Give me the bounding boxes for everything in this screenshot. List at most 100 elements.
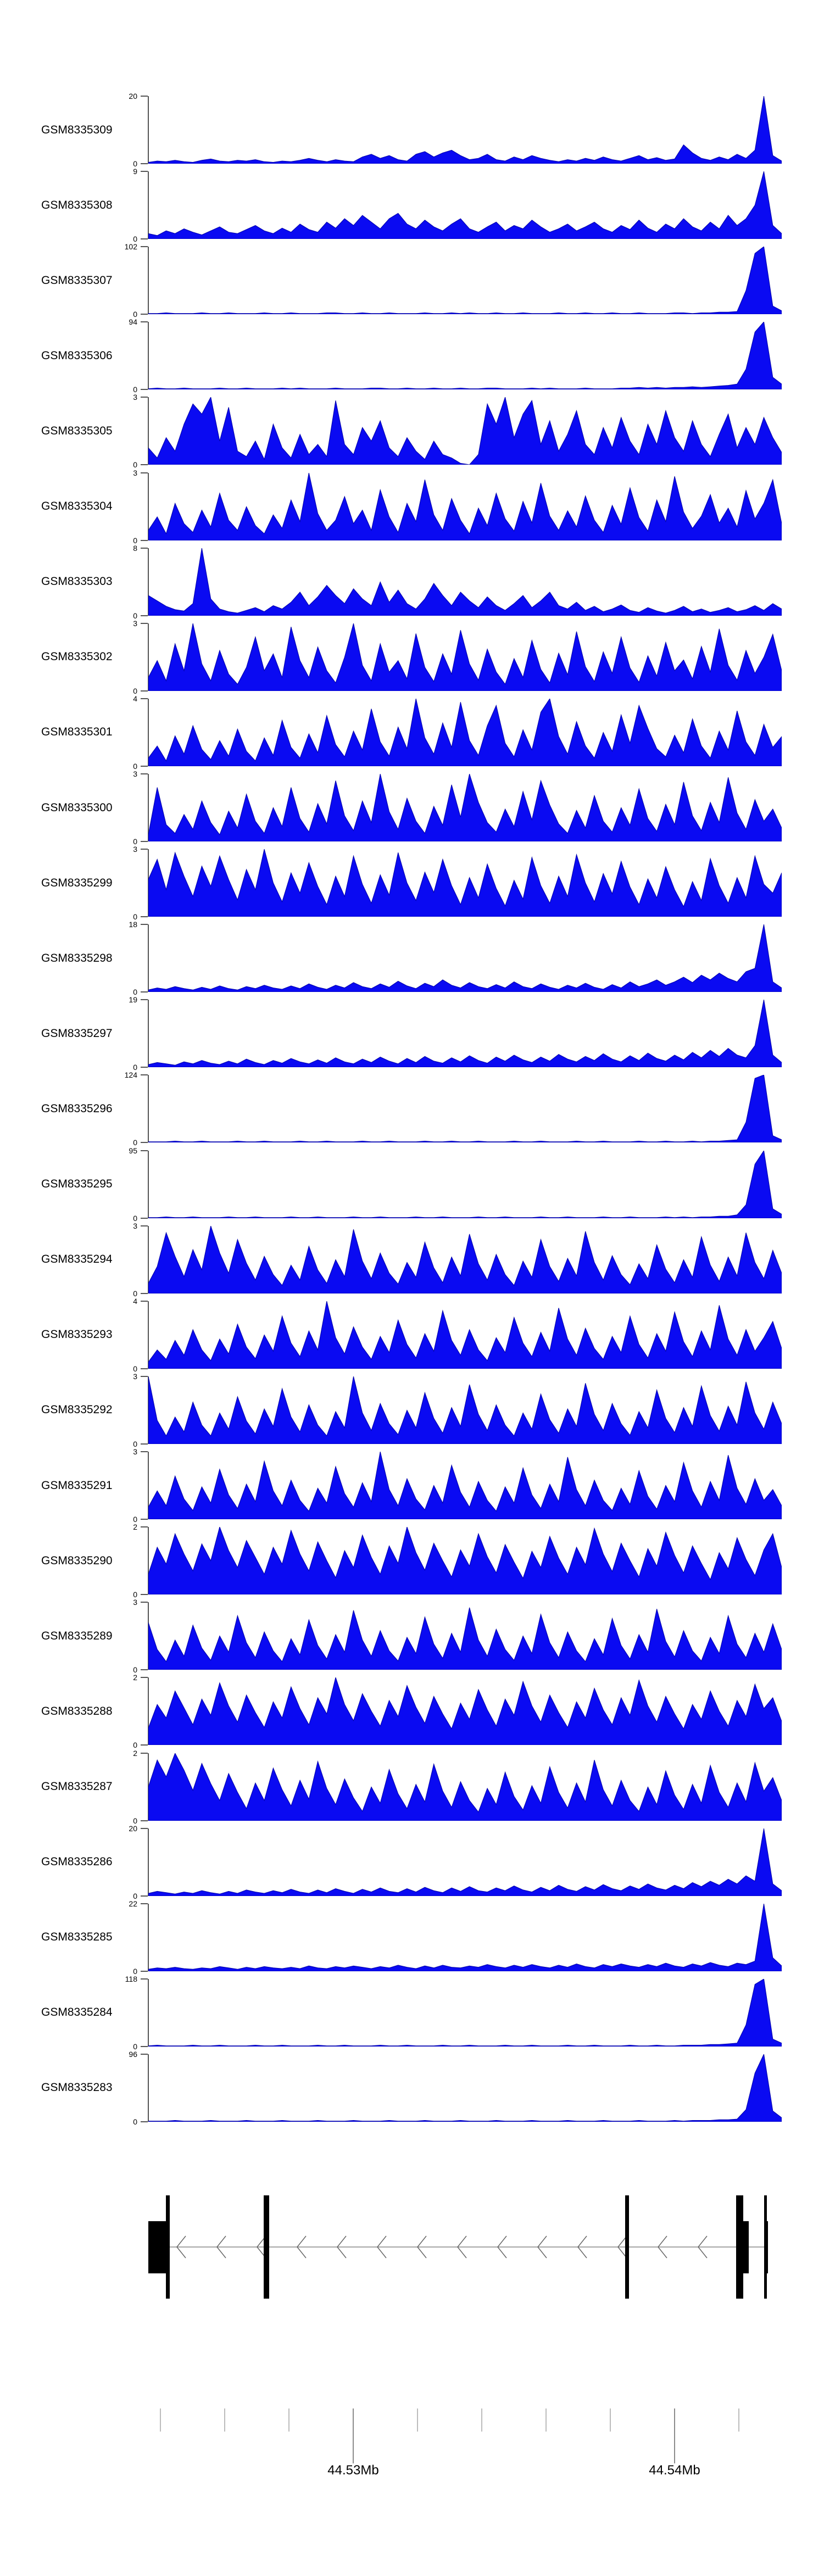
track-sample-label: GSM8335287 (41, 1780, 113, 1793)
strand-arrow-left-icon (698, 2235, 708, 2259)
y-axis-min-label: 0 (133, 536, 137, 545)
track-y-axis-line (148, 322, 149, 390)
y-axis-max-label: 3 (133, 845, 137, 854)
y-axis-top-tick (141, 1602, 148, 1603)
y-axis-max-label: 20 (129, 92, 137, 101)
gene-model-diagram (148, 2195, 768, 2299)
y-axis-top-tick (141, 1903, 148, 1904)
y-axis-min-label: 0 (133, 159, 137, 168)
track-sample-label: GSM8335284 (41, 2006, 113, 2019)
strand-arrow-left-icon (537, 2235, 547, 2259)
track-y-axis-line (148, 171, 149, 239)
strand-arrow-left-icon (297, 2235, 307, 2259)
gene-exon-bar (736, 2195, 743, 2299)
y-axis-max-label: 3 (133, 618, 137, 628)
y-axis-top-tick (141, 1752, 148, 1754)
coverage-track-row: GSM8335307 102 0 (0, 243, 824, 318)
track-sample-label: GSM8335292 (41, 1403, 113, 1417)
y-axis-top-tick (141, 1375, 148, 1377)
coverage-area-plot (148, 1075, 782, 1143)
track-y-axis-line (148, 1301, 149, 1369)
coverage-track-row: GSM8335301 4 0 (0, 695, 824, 770)
y-axis-top-tick (141, 246, 148, 248)
y-axis-top-tick (141, 999, 148, 1001)
y-axis-bottom-tick (141, 1292, 148, 1294)
track-sample-label: GSM8335283 (41, 2081, 113, 2094)
coverage-area-plot (148, 1225, 782, 1293)
coverage-track-row: GSM8335283 96 0 (0, 2050, 824, 2126)
y-axis-min-label: 0 (133, 761, 137, 771)
track-y-axis-line (148, 397, 149, 465)
coverage-track-row: GSM8335305 3 0 (0, 393, 824, 469)
coverage-polygon (148, 1000, 782, 1068)
y-axis-min-label: 0 (133, 1966, 137, 1976)
coverage-polygon (148, 1527, 782, 1595)
coverage-area-plot (148, 247, 782, 315)
y-axis-max-label: 9 (133, 167, 137, 176)
y-axis-max-label: 3 (133, 468, 137, 477)
axis-major-label: 44.54Mb (649, 2463, 700, 2478)
y-axis-max-label: 3 (133, 393, 137, 402)
track-sample-label: GSM8335307 (41, 274, 113, 287)
y-axis-min-label: 0 (133, 1891, 137, 1900)
y-axis-top-tick (141, 1978, 148, 1980)
genome-axis-ticks (160, 2408, 739, 2463)
coverage-area-plot (148, 322, 782, 390)
coverage-track-row: GSM8335296 124 0 (0, 1071, 824, 1146)
y-axis-top-tick (141, 1150, 148, 1151)
y-axis-max-label: 19 (129, 995, 137, 1005)
coverage-track-row: GSM8335299 3 0 (0, 845, 824, 921)
track-y-axis-line (148, 1677, 149, 1746)
track-sample-label: GSM8335296 (41, 1102, 113, 1115)
y-axis-bottom-tick (141, 1594, 148, 1596)
coverage-area-plot (148, 1452, 782, 1520)
track-y-axis-line (148, 623, 149, 691)
coverage-area-plot (148, 171, 782, 239)
gene-utr-box (148, 2221, 166, 2273)
y-axis-max-label: 95 (129, 1146, 137, 1155)
track-sample-label: GSM8335308 (41, 198, 113, 211)
track-y-axis-line (148, 1978, 149, 2047)
coverage-track-row: GSM8335290 2 0 (0, 1523, 824, 1598)
coverage-polygon (148, 322, 782, 390)
track-y-axis-line (148, 472, 149, 540)
y-axis-max-label: 102 (124, 242, 137, 252)
y-axis-top-tick (141, 698, 148, 699)
coverage-polygon (148, 472, 782, 540)
y-axis-bottom-tick (141, 916, 148, 918)
coverage-track-row: GSM8335289 3 0 (0, 1598, 824, 1674)
coverage-polygon (148, 171, 782, 239)
coverage-track-row: GSM8335284 118 0 (0, 1975, 824, 2050)
gene-exon-bar (764, 2195, 767, 2299)
coverage-polygon (148, 1225, 782, 1293)
y-axis-top-tick (141, 849, 148, 850)
y-axis-top-tick (141, 472, 148, 473)
coverage-track-row: GSM8335293 4 0 (0, 1297, 824, 1373)
y-axis-bottom-tick (141, 163, 148, 164)
track-y-axis-line (148, 1225, 149, 1293)
y-axis-max-label: 22 (129, 1899, 137, 1908)
coverage-track-row: GSM8335295 95 0 (0, 1147, 824, 1222)
coverage-area-plot (148, 1376, 782, 1444)
strand-arrow-left-icon (658, 2235, 667, 2259)
y-axis-min-label: 0 (133, 988, 137, 997)
track-sample-label: GSM8335289 (41, 1629, 113, 1642)
y-axis-top-tick (141, 924, 148, 925)
y-axis-min-label: 0 (133, 611, 137, 620)
track-sample-label: GSM8335306 (41, 349, 113, 362)
coverage-track-row: GSM8335285 22 0 (0, 1900, 824, 1975)
y-axis-max-label: 3 (133, 1221, 137, 1230)
coverage-track-row: GSM8335297 19 0 (0, 996, 824, 1071)
y-axis-max-label: 2 (133, 1523, 137, 1532)
coverage-polygon (148, 623, 782, 691)
y-axis-max-label: 2 (133, 1748, 137, 1758)
coverage-polygon (148, 1753, 782, 1821)
y-axis-min-label: 0 (133, 1364, 137, 1373)
y-axis-max-label: 4 (133, 694, 137, 703)
y-axis-min-label: 0 (133, 837, 137, 846)
track-y-axis-line (148, 1828, 149, 1896)
coverage-track-row: GSM8335302 3 0 (0, 618, 824, 695)
strand-arrow-left-icon (497, 2235, 507, 2259)
coverage-area-plot (148, 1607, 782, 1670)
coverage-polygon (148, 548, 782, 616)
